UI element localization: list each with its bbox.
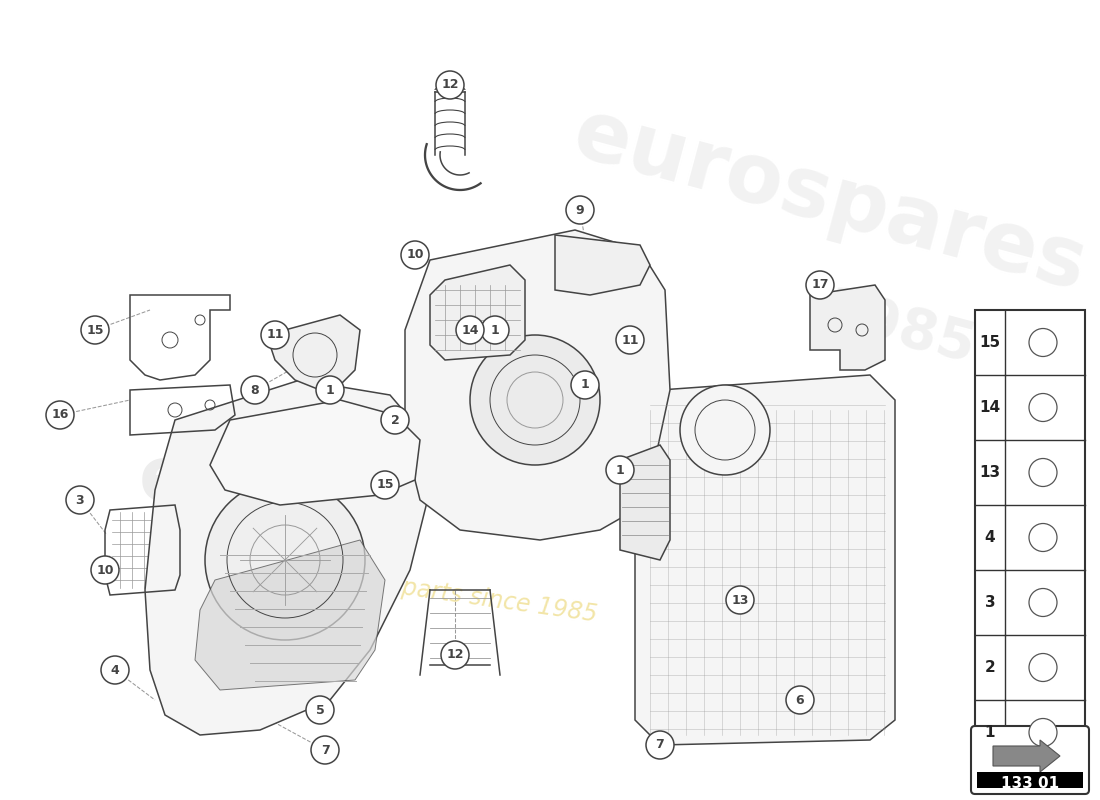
Polygon shape — [405, 230, 670, 540]
Text: 8: 8 — [251, 383, 260, 397]
Text: eurospares: eurospares — [139, 443, 621, 517]
Text: 2: 2 — [390, 414, 399, 426]
Circle shape — [306, 696, 334, 724]
Circle shape — [470, 335, 600, 465]
Text: 1985: 1985 — [818, 284, 981, 376]
Circle shape — [46, 401, 74, 429]
Circle shape — [1028, 329, 1057, 357]
Circle shape — [316, 376, 344, 404]
Polygon shape — [556, 235, 650, 295]
Polygon shape — [195, 540, 385, 690]
Circle shape — [1028, 718, 1057, 746]
Circle shape — [566, 196, 594, 224]
Text: 11: 11 — [266, 329, 284, 342]
Text: 5: 5 — [316, 703, 324, 717]
Circle shape — [1028, 523, 1057, 551]
Circle shape — [1028, 654, 1057, 682]
Circle shape — [381, 406, 409, 434]
Text: 3: 3 — [76, 494, 85, 506]
Polygon shape — [635, 375, 895, 745]
Text: 17: 17 — [812, 278, 828, 291]
Text: 10: 10 — [406, 249, 424, 262]
Text: 12: 12 — [447, 649, 464, 662]
Text: 15: 15 — [86, 323, 103, 337]
Text: 16: 16 — [52, 409, 68, 422]
Text: 4: 4 — [111, 663, 120, 677]
Polygon shape — [430, 265, 525, 360]
Bar — [977, 772, 1084, 788]
Text: 13: 13 — [732, 594, 749, 606]
Text: 3: 3 — [984, 595, 996, 610]
Circle shape — [66, 486, 94, 514]
FancyBboxPatch shape — [971, 726, 1089, 794]
Circle shape — [616, 326, 644, 354]
Text: 6: 6 — [795, 694, 804, 706]
Text: 133 01: 133 01 — [1001, 777, 1059, 791]
Polygon shape — [810, 285, 886, 370]
Circle shape — [311, 736, 339, 764]
Text: 14: 14 — [461, 323, 478, 337]
Text: 1: 1 — [326, 383, 334, 397]
Text: 4: 4 — [984, 530, 996, 545]
Circle shape — [371, 471, 399, 499]
Circle shape — [806, 271, 834, 299]
Circle shape — [481, 316, 509, 344]
Text: 14: 14 — [979, 400, 1001, 415]
Text: a passion for parts since 1985: a passion for parts since 1985 — [242, 554, 598, 626]
Text: 9: 9 — [575, 203, 584, 217]
Text: 1: 1 — [616, 463, 625, 477]
Polygon shape — [145, 380, 430, 735]
Polygon shape — [620, 445, 670, 560]
Circle shape — [241, 376, 270, 404]
Text: 10: 10 — [97, 563, 113, 577]
Circle shape — [680, 385, 770, 475]
Text: 15: 15 — [979, 335, 1001, 350]
Text: 1: 1 — [581, 378, 590, 391]
Text: 1: 1 — [984, 725, 996, 740]
Circle shape — [571, 371, 600, 399]
Circle shape — [456, 316, 484, 344]
Circle shape — [646, 731, 674, 759]
Text: eurospares: eurospares — [564, 93, 1096, 307]
Text: 1: 1 — [491, 323, 499, 337]
Polygon shape — [993, 740, 1060, 772]
Circle shape — [261, 321, 289, 349]
Polygon shape — [270, 315, 360, 390]
Text: 7: 7 — [320, 743, 329, 757]
Text: 2: 2 — [984, 660, 996, 675]
Circle shape — [786, 686, 814, 714]
Circle shape — [1028, 589, 1057, 617]
Circle shape — [441, 641, 469, 669]
Text: 11: 11 — [621, 334, 639, 346]
Text: 13: 13 — [979, 465, 1001, 480]
Circle shape — [91, 556, 119, 584]
Circle shape — [606, 456, 634, 484]
Circle shape — [205, 480, 365, 640]
Circle shape — [726, 586, 754, 614]
Text: 7: 7 — [656, 738, 664, 751]
Circle shape — [402, 241, 429, 269]
Bar — [975, 310, 1085, 765]
Circle shape — [1028, 458, 1057, 486]
Circle shape — [1028, 394, 1057, 422]
Text: 12: 12 — [441, 78, 459, 91]
Polygon shape — [210, 400, 420, 505]
Circle shape — [436, 71, 464, 99]
Text: 15: 15 — [376, 478, 394, 491]
Circle shape — [81, 316, 109, 344]
Circle shape — [101, 656, 129, 684]
